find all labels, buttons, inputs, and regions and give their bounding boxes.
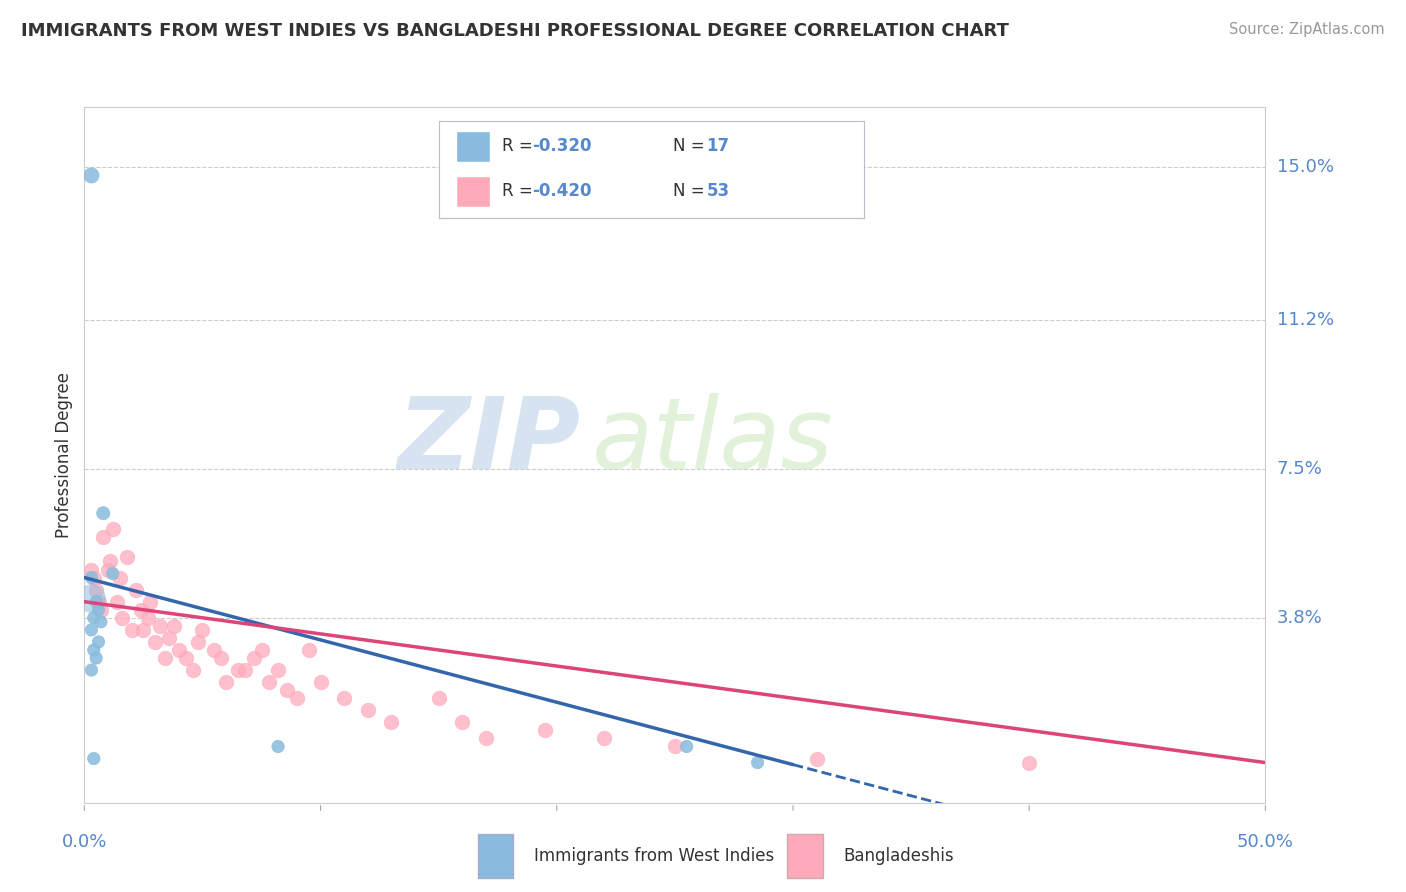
Text: 0.0%: 0.0%	[62, 833, 107, 851]
Text: 50.0%: 50.0%	[1237, 833, 1294, 851]
Point	[90, 615, 112, 629]
Point	[806, 751, 828, 765]
Point	[98, 554, 121, 568]
Point	[163, 619, 186, 633]
Y-axis label: Professional Degree: Professional Degree	[55, 372, 73, 538]
Point	[83, 751, 105, 765]
Bar	[787, 835, 823, 878]
Point	[276, 683, 298, 698]
Point	[87, 603, 110, 617]
Point	[153, 651, 176, 665]
Point	[257, 675, 280, 690]
Bar	[456, 176, 489, 207]
Point	[267, 739, 290, 754]
Point	[243, 651, 266, 665]
Point	[121, 623, 143, 637]
Point	[534, 723, 557, 738]
Text: Source: ZipAtlas.com: Source: ZipAtlas.com	[1229, 22, 1385, 37]
Text: 7.5%: 7.5%	[1277, 460, 1323, 478]
Point	[139, 595, 162, 609]
Point	[202, 643, 225, 657]
Point	[87, 595, 110, 609]
Point	[83, 571, 105, 585]
Text: 15.0%: 15.0%	[1277, 159, 1333, 177]
Point	[209, 651, 232, 665]
Point	[191, 623, 214, 637]
Text: N =: N =	[672, 182, 710, 200]
Point	[298, 643, 321, 657]
Point	[451, 715, 474, 730]
Point	[215, 675, 238, 690]
Point	[157, 631, 180, 645]
Point	[129, 603, 152, 617]
Point	[90, 603, 112, 617]
Point	[380, 715, 402, 730]
Point	[84, 595, 107, 609]
Point	[101, 566, 124, 581]
Point	[87, 635, 110, 649]
Text: 3.8%: 3.8%	[1277, 609, 1322, 627]
Point	[174, 651, 197, 665]
Point	[115, 550, 138, 565]
Point	[250, 643, 273, 657]
Text: -0.420: -0.420	[533, 182, 592, 200]
Text: 53: 53	[707, 182, 730, 200]
Point	[83, 643, 105, 657]
Point	[111, 611, 134, 625]
Point	[475, 731, 498, 746]
Text: R =: R =	[502, 182, 538, 200]
Text: ZIP: ZIP	[398, 392, 581, 490]
Bar	[478, 835, 513, 878]
Point	[80, 663, 103, 677]
Text: R =: R =	[502, 137, 538, 155]
Point	[84, 651, 107, 665]
Point	[309, 675, 332, 690]
Point	[149, 619, 172, 633]
Point	[233, 663, 256, 677]
Point	[91, 530, 114, 544]
Text: -0.320: -0.320	[533, 137, 592, 155]
Point	[1018, 756, 1040, 770]
Point	[97, 562, 120, 576]
Point	[593, 731, 616, 746]
Point	[80, 571, 103, 585]
Text: 11.2%: 11.2%	[1277, 311, 1334, 329]
Point	[80, 623, 103, 637]
Text: 17: 17	[707, 137, 730, 155]
Text: Bangladeshis: Bangladeshis	[844, 847, 955, 865]
Text: IMMIGRANTS FROM WEST INDIES VS BANGLADESHI PROFESSIONAL DEGREE CORRELATION CHART: IMMIGRANTS FROM WEST INDIES VS BANGLADES…	[21, 22, 1010, 40]
Point	[427, 691, 450, 706]
Text: N =: N =	[672, 137, 710, 155]
Point	[664, 739, 686, 754]
Point	[675, 739, 697, 754]
Text: atlas: atlas	[592, 392, 834, 490]
Point	[285, 691, 308, 706]
Point	[84, 582, 107, 597]
Point	[83, 611, 105, 625]
Point	[107, 595, 129, 609]
Text: Immigrants from West Indies: Immigrants from West Indies	[534, 847, 775, 865]
Point	[108, 571, 131, 585]
Point	[80, 562, 103, 576]
Point	[80, 591, 103, 605]
Point	[226, 663, 249, 677]
Point	[91, 506, 114, 520]
Point	[101, 522, 124, 536]
Point	[187, 635, 209, 649]
Point	[80, 169, 103, 183]
Point	[143, 635, 166, 649]
Point	[167, 643, 190, 657]
Point	[267, 663, 290, 677]
Bar	[456, 131, 489, 161]
Point	[125, 582, 148, 597]
Point	[333, 691, 356, 706]
Point	[132, 623, 155, 637]
Point	[357, 703, 380, 717]
Point	[136, 611, 159, 625]
Point	[747, 756, 769, 770]
Point	[181, 663, 204, 677]
